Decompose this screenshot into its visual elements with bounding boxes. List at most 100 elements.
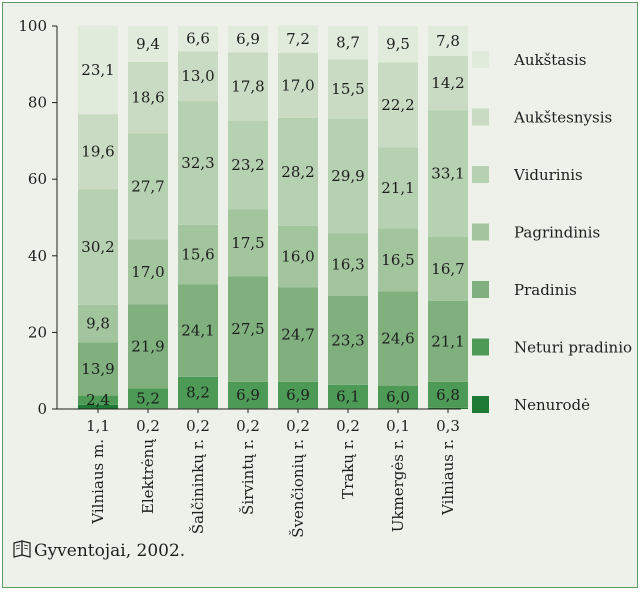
legend-label: Aukštesnysis — [513, 109, 612, 127]
legend-label: Aukštasis — [513, 51, 586, 69]
bar-segment — [278, 25, 318, 53]
bar-segment — [228, 381, 268, 409]
data-label: 0,2 — [236, 417, 260, 435]
data-label: 6,0 — [386, 388, 410, 406]
bar-segment — [178, 101, 218, 225]
bar-segment — [328, 233, 368, 296]
data-label: 16,5 — [381, 251, 414, 269]
data-label: 1,1 — [86, 417, 110, 435]
bar-segment — [428, 55, 468, 111]
legend-swatch — [472, 51, 489, 68]
category-label: Širvintų r. — [239, 439, 257, 515]
y-tick-label: 60 — [28, 170, 47, 188]
data-label: 8,2 — [186, 384, 210, 402]
bar-segment — [78, 342, 118, 396]
bar-segment — [128, 62, 168, 134]
data-label: 16,7 — [431, 260, 464, 278]
y-tick-label: 100 — [18, 17, 47, 35]
category-label: Švenčionių r. — [289, 439, 307, 538]
data-label: 15,6 — [181, 246, 214, 264]
data-label: 24,6 — [381, 330, 414, 348]
legend-swatch — [472, 338, 489, 356]
data-label: 0,1 — [386, 417, 410, 435]
data-label: 8,7 — [336, 34, 360, 52]
data-label: 33,1 — [431, 165, 464, 183]
data-label: 27,7 — [131, 177, 164, 195]
data-label: 5,2 — [136, 389, 160, 407]
data-label: 6,8 — [436, 386, 460, 404]
category-label: Ukmergės r. — [389, 439, 407, 532]
bar-segment — [378, 291, 418, 386]
bar-segment — [278, 117, 318, 226]
data-label: 21,9 — [131, 337, 164, 355]
category-label: Šalčininkų r. — [189, 439, 207, 534]
legend-label: Nenurodė — [514, 396, 590, 414]
bar-segment — [328, 59, 368, 119]
data-label: 0,2 — [336, 417, 360, 435]
data-label: 0,2 — [186, 417, 210, 435]
y-tick-label: 20 — [28, 323, 47, 341]
bar-segment — [278, 52, 318, 118]
bar-segment — [178, 224, 218, 285]
data-label: 9,4 — [136, 35, 160, 53]
data-label: 13,9 — [81, 360, 114, 378]
bar-segment — [378, 147, 418, 229]
source-text: Gyventojai, 2002. — [34, 541, 185, 561]
bar-segment — [178, 26, 218, 52]
legend-swatch — [472, 223, 489, 241]
data-label: 6,9 — [236, 386, 260, 404]
bar-segment — [78, 404, 118, 409]
data-label: 21,1 — [431, 332, 464, 350]
data-label: 17,8 — [231, 78, 264, 96]
bar-segment — [228, 209, 268, 277]
legend-swatch — [472, 281, 489, 298]
bar-segment — [78, 189, 118, 305]
bar-segment — [278, 381, 318, 409]
bar-segment — [178, 51, 218, 102]
bar-segment — [128, 239, 168, 305]
legend-swatch — [472, 108, 489, 126]
legend-swatch — [472, 396, 489, 413]
bar-segment — [228, 120, 268, 210]
bar-segment — [278, 287, 318, 382]
bar-segment — [378, 62, 418, 148]
bar-segment — [328, 118, 368, 234]
data-label: 30,2 — [81, 238, 114, 256]
bar-segment — [78, 395, 118, 405]
data-label: 0,2 — [136, 417, 160, 435]
bar-segment — [428, 381, 468, 408]
data-label: 17,0 — [131, 263, 164, 281]
data-label: 0,2 — [286, 417, 310, 435]
data-label: 23,1 — [81, 61, 114, 79]
bar-segment — [228, 26, 268, 53]
data-label: 14,2 — [431, 74, 464, 92]
bar-segment — [328, 295, 368, 385]
bar-segment — [228, 52, 268, 121]
y-tick-label: 80 — [28, 94, 47, 112]
data-label: 32,3 — [181, 154, 214, 172]
data-label: 29,9 — [331, 167, 364, 185]
bar-segment — [78, 304, 118, 343]
bar-segment — [428, 26, 468, 56]
data-label: 17,5 — [231, 234, 264, 252]
data-label: 2,4 — [86, 391, 110, 409]
data-label: 23,3 — [331, 331, 364, 349]
bar-segment — [128, 133, 168, 240]
stacked-bar-chart: 2,4 13,9 9,8 30,2 19,6 23,1 1,1 5,2 21,9 17,0 27,7… — [13, 17, 632, 561]
data-label: 7,2 — [286, 30, 310, 48]
bar-segment — [178, 284, 218, 377]
data-label: 6,1 — [336, 388, 360, 406]
bar-segment — [228, 276, 268, 382]
legend-label: Neturi pradinio — [514, 339, 632, 357]
data-label: 23,2 — [231, 156, 264, 174]
y-tick-label: 0 — [37, 400, 47, 418]
bar-segment — [378, 228, 418, 292]
data-label: 13,0 — [181, 67, 214, 85]
data-label: 24,1 — [181, 322, 214, 340]
legend-label: Vidurinis — [513, 166, 583, 184]
data-label: 17,0 — [281, 76, 314, 94]
legend-label: Pagrindinis — [514, 224, 600, 242]
data-label: 16,3 — [331, 255, 364, 273]
book-icon — [13, 540, 31, 558]
